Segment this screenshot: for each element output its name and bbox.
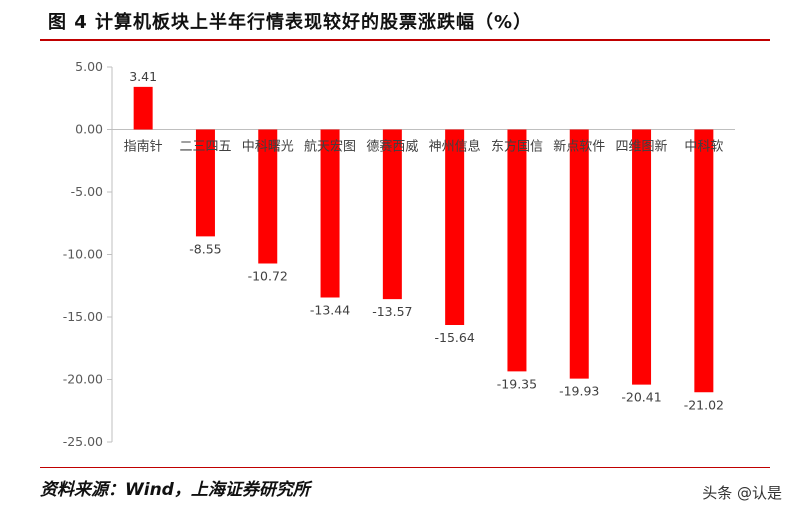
bar <box>694 129 714 393</box>
category-label: 东方国信 <box>491 139 543 155</box>
bar <box>258 129 278 264</box>
y-tick-label: -20.00 <box>63 372 103 387</box>
y-tick-label: 5.00 <box>75 59 103 74</box>
category-label: 指南针 <box>124 139 163 155</box>
data-label: -10.72 <box>248 269 288 284</box>
title-divider <box>40 39 770 41</box>
value-labels: 3.41 -8.55 -10.72 -13.44 -13.57 -15.64 -19.35 -… <box>129 69 724 412</box>
y-tick-label: -25.00 <box>63 434 103 449</box>
bar <box>445 129 465 325</box>
y-tick-label: -10.00 <box>63 247 103 262</box>
y-tick-label: 0.00 <box>75 122 103 137</box>
category-label: 航天宏图 <box>304 139 356 155</box>
bar-chart: 5.00 0.00 -5.00 -10.00 -15.00 -20.00 -25.00 指南… <box>63 59 735 449</box>
bar <box>569 129 589 379</box>
category-label: 神州信息 <box>429 139 481 155</box>
category-label: 四维图新 <box>616 139 668 155</box>
bar-series <box>133 86 714 393</box>
data-label: -8.55 <box>189 241 221 256</box>
bar <box>320 129 340 298</box>
y-tick-label: -5.00 <box>71 184 103 199</box>
category-label: 新点软件 <box>553 139 605 155</box>
category-labels: 指南针 二三四五 中科曙光 航天宏图 德赛西威 神州信息 东方国信 新点软件 四维图新 中科软 <box>124 139 724 155</box>
bar <box>632 129 652 385</box>
data-label: -20.41 <box>621 390 661 405</box>
category-label: 中科曙光 <box>242 140 294 155</box>
bar <box>133 86 153 130</box>
y-axis: 5.00 0.00 -5.00 -10.00 -15.00 -20.00 -25.00 <box>63 59 735 449</box>
category-label: 二三四五 <box>179 140 231 155</box>
data-label: -13.44 <box>310 303 350 318</box>
data-label: 3.41 <box>129 69 157 84</box>
category-label: 中科软 <box>684 140 723 155</box>
bar <box>382 129 402 300</box>
bar <box>507 129 527 372</box>
figure-title: 图 4 计算机板块上半年行情表现较好的股票涨跌幅（%） <box>48 12 533 33</box>
source-note: 资料来源：Wind，上海证券研究所 <box>40 480 310 500</box>
category-label: 德赛西威 <box>366 139 418 155</box>
data-label: -13.57 <box>372 304 412 319</box>
data-label: -19.93 <box>559 384 599 399</box>
bar <box>195 129 215 237</box>
data-label: -21.02 <box>684 397 724 412</box>
data-label: -15.64 <box>435 330 475 345</box>
data-label: -19.35 <box>497 376 537 391</box>
source-divider <box>40 467 770 468</box>
y-tick-label: -15.00 <box>63 309 103 324</box>
watermark: 头条 @认是 <box>702 484 782 502</box>
